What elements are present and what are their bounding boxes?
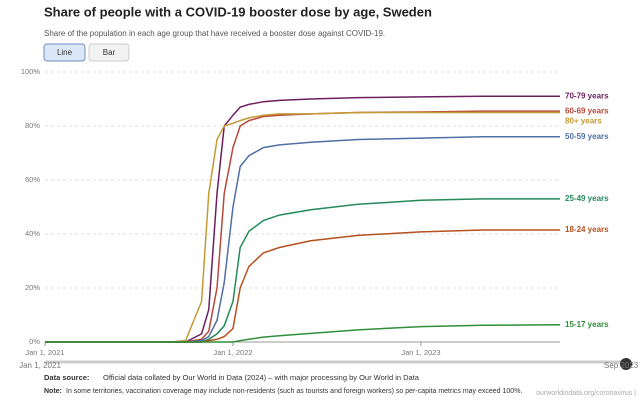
tab-line[interactable]: Line <box>43 43 86 62</box>
y-tick-label: 0% <box>29 337 40 346</box>
y-tick-label: 80% <box>25 121 40 130</box>
tab-bar-box[interactable] <box>88 43 130 62</box>
x-tick-label: Jan 1, 2022 <box>213 348 252 357</box>
timeline-start: Jan 1, 2021 <box>19 361 61 370</box>
series-line <box>45 111 560 343</box>
series-line <box>45 95 560 343</box>
series-line <box>45 110 560 343</box>
tab-bar[interactable]: Bar <box>88 43 130 62</box>
timeline-end: Sep 2023 <box>604 361 639 370</box>
y-tick-label: 100% <box>21 67 41 76</box>
series-line <box>45 136 560 343</box>
y-tick-label: 20% <box>25 283 40 292</box>
timeline-handle[interactable] <box>620 358 632 370</box>
tab-bar-label[interactable]: Bar <box>103 48 116 57</box>
source-label: Data source: <box>44 373 89 382</box>
series-line <box>45 323 561 343</box>
legend-label: 80+ years <box>565 116 602 125</box>
source: Official data collated by Our World in D… <box>103 373 420 382</box>
x-tick-label: Jan 1, 2023 <box>401 348 440 357</box>
y-tick-label: 40% <box>25 229 40 238</box>
x-tick-label: Jan 1, 2021 <box>25 348 64 357</box>
legend-label: 25-49 years <box>565 194 609 203</box>
tab-line-box[interactable] <box>43 43 86 62</box>
chart-title: Share of people with a COVID-19 booster … <box>44 4 432 19</box>
y-tick-label: 60% <box>25 175 40 184</box>
chart-subtitle: Share of the population in each age grou… <box>44 29 385 38</box>
series-line <box>45 198 560 343</box>
legend-label: 70-79 years <box>565 91 609 100</box>
legend-label: 15-17 years <box>565 320 609 329</box>
legend-label: 18-24 years <box>565 225 609 234</box>
note-label: Note: <box>44 388 62 395</box>
legend-label: 50-59 years <box>565 132 609 141</box>
note: In some territories, vaccination coverag… <box>66 388 522 395</box>
legend-label: 60-69 years <box>565 106 609 115</box>
tab-line-label[interactable]: Line <box>57 48 73 57</box>
url: ourworldindata.org/coronavirus | <box>536 390 636 397</box>
